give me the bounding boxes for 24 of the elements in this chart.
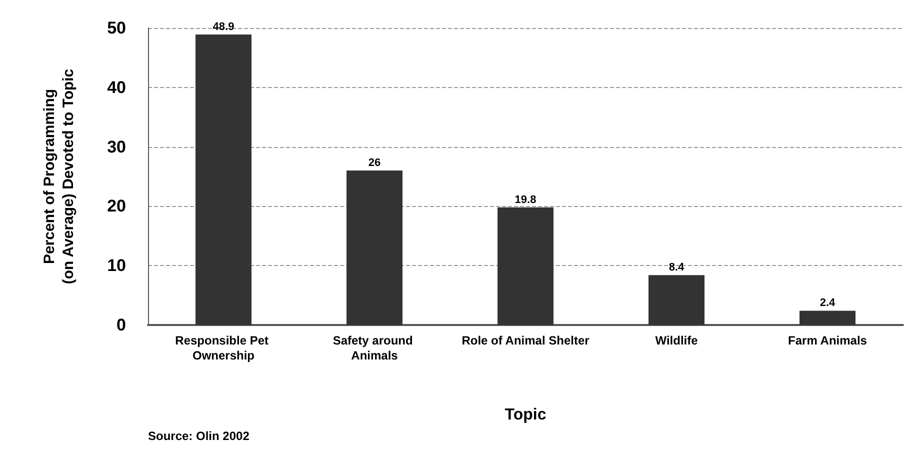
bar [800,310,856,325]
data-label: 8.4 [668,262,686,274]
y-tick-label: 20 [107,196,126,216]
x-tick-label: Safety around Animals [332,334,416,362]
bar [196,34,252,325]
source-note: Source: Olin 2002 [148,429,250,443]
y-tick-label: 10 [107,256,126,276]
data-label: 48.9 [212,21,234,34]
y-axis-title: Percent of Programming (on Average) Devoted to Topic [41,68,77,284]
bar [346,170,402,325]
data-label: 26 [368,157,381,170]
x-tick-label: Responsible Pet Ownership [175,334,272,362]
y-tick-label: 50 [107,18,126,38]
x-tick-label: Role of Animal Shelter [462,334,590,348]
x-tick-label: Wildlife [655,334,698,348]
x-tick-label: Farm Animals [788,334,868,348]
y-tick-label: 0 [116,316,126,334]
y-tick-label: 40 [107,78,126,97]
data-label: 19.8 [514,194,536,206]
data-label: 2.4 [820,297,836,310]
x-axis-title: Topic [504,406,546,424]
bar [648,275,704,325]
bar [498,207,554,325]
y-tick-label: 30 [107,137,126,156]
